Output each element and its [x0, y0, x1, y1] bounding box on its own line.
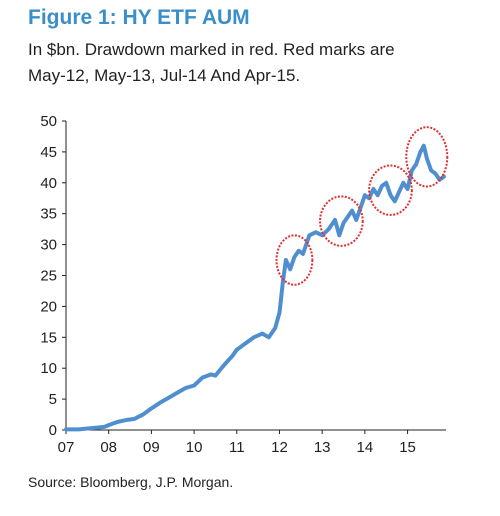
y-tick-label: 45	[40, 144, 57, 161]
x-tick-label: 14	[357, 439, 374, 456]
x-tick-label: 13	[314, 439, 331, 456]
drawdown-circle	[405, 126, 449, 188]
chart-title: Figure 1: HY ETF AUM	[28, 6, 250, 29]
y-tick-label: 40	[40, 175, 57, 192]
x-tick-label: 15	[399, 439, 416, 456]
drawdown-circle	[368, 164, 413, 216]
y-axis-ticks: 0 5 10 15 20 25 30 35 40 45 50	[40, 113, 66, 439]
source-note: Source: Bloomberg, J.P. Morgan.	[28, 474, 234, 490]
chart-subtitle-line2: May-12, May-13, Jul-14 And Apr-15.	[28, 66, 301, 85]
x-tick-label: 11	[229, 439, 245, 456]
y-tick-label: 35	[40, 206, 57, 223]
y-tick-label: 10	[40, 360, 57, 377]
x-tick-label: 12	[271, 439, 288, 456]
chart-subtitle-line1: In $bn. Drawdown marked in red. Red mark…	[28, 40, 395, 59]
y-tick-label: 0	[49, 422, 57, 439]
x-axis-ticks: 07 08 09 10 11 12 13 14 15	[58, 430, 416, 456]
x-tick-label: 07	[58, 439, 75, 456]
aum-series-line	[64, 143, 446, 432]
x-tick-label: 09	[143, 439, 160, 456]
y-tick-label: 15	[40, 329, 57, 346]
y-tick-label: 25	[40, 268, 57, 285]
drawdown-highlights	[275, 126, 449, 286]
series-group	[64, 143, 446, 432]
y-tick-label: 50	[40, 113, 57, 130]
x-tick-label: 10	[186, 439, 203, 456]
drawdown-circle	[319, 195, 364, 247]
y-tick-label: 20	[40, 298, 57, 315]
x-tick-label: 08	[100, 439, 117, 456]
y-tick-label: 30	[40, 237, 57, 254]
y-tick-label: 5	[49, 391, 57, 408]
drawdown-circle	[275, 234, 314, 286]
